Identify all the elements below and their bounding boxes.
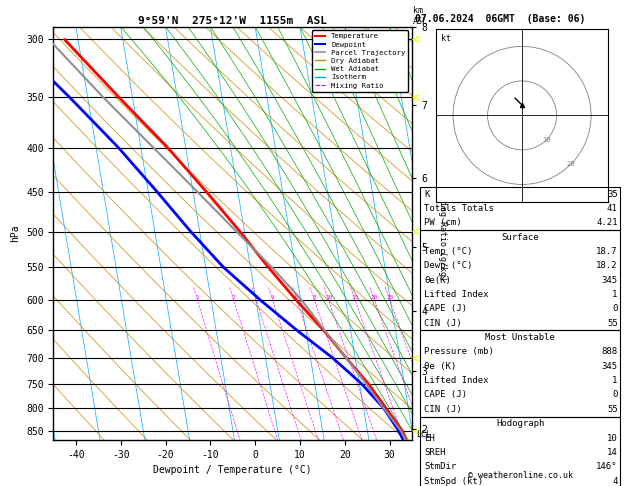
Text: Hodograph: Hodograph — [496, 419, 544, 428]
Text: Pressure (mb): Pressure (mb) — [424, 347, 494, 357]
Text: 41: 41 — [607, 204, 618, 213]
Text: 1: 1 — [612, 290, 618, 299]
Text: 345: 345 — [601, 362, 618, 371]
X-axis label: Dewpoint / Temperature (°C): Dewpoint / Temperature (°C) — [153, 465, 312, 475]
Text: PW (cm): PW (cm) — [424, 218, 462, 227]
Text: CIN (J): CIN (J) — [424, 405, 462, 414]
Text: Lifted Index: Lifted Index — [424, 376, 489, 385]
Text: 888: 888 — [601, 347, 618, 357]
Text: 10: 10 — [607, 434, 618, 443]
Text: K: K — [424, 190, 430, 199]
Text: Surface: Surface — [501, 233, 539, 242]
Text: StmSpd (kt): StmSpd (kt) — [424, 476, 483, 486]
Text: SREH: SREH — [424, 448, 445, 457]
Y-axis label: hPa: hPa — [11, 225, 21, 242]
Text: 1: 1 — [612, 376, 618, 385]
Text: 0: 0 — [612, 304, 618, 313]
Text: Temp (°C): Temp (°C) — [424, 247, 472, 256]
Text: 8: 8 — [313, 295, 316, 300]
Text: 6: 6 — [295, 295, 299, 300]
Text: © weatheronline.co.uk: © weatheronline.co.uk — [468, 471, 572, 480]
Text: 20: 20 — [370, 295, 378, 300]
Text: 20: 20 — [566, 161, 575, 167]
Text: 18.2: 18.2 — [596, 261, 618, 271]
Text: 07.06.2024  06GMT  (Base: 06): 07.06.2024 06GMT (Base: 06) — [415, 14, 586, 24]
Text: 18.7: 18.7 — [596, 247, 618, 256]
Text: Most Unstable: Most Unstable — [485, 333, 555, 342]
Text: CIN (J): CIN (J) — [424, 319, 462, 328]
Text: 15: 15 — [352, 295, 359, 300]
Text: 146°: 146° — [596, 462, 618, 471]
Title: 9°59'N  275°12'W  1155m  ASL: 9°59'N 275°12'W 1155m ASL — [138, 16, 327, 26]
Text: Dewp (°C): Dewp (°C) — [424, 261, 472, 271]
Text: 14: 14 — [607, 448, 618, 457]
Text: 345: 345 — [601, 276, 618, 285]
Text: CAPE (J): CAPE (J) — [424, 304, 467, 313]
Text: LCL: LCL — [416, 430, 431, 439]
Text: kt: kt — [441, 35, 451, 43]
Text: 10: 10 — [542, 137, 550, 142]
Text: StmDir: StmDir — [424, 462, 456, 471]
Text: Lifted Index: Lifted Index — [424, 290, 489, 299]
Text: 4: 4 — [271, 295, 275, 300]
Text: 4: 4 — [612, 476, 618, 486]
Text: 35: 35 — [607, 190, 618, 199]
Text: 10: 10 — [325, 295, 332, 300]
Text: CAPE (J): CAPE (J) — [424, 390, 467, 399]
Text: Totals Totals: Totals Totals — [424, 204, 494, 213]
Text: 1: 1 — [196, 295, 199, 300]
Text: 25: 25 — [386, 295, 394, 300]
Text: km
ASL: km ASL — [413, 6, 428, 26]
Text: 4.21: 4.21 — [596, 218, 618, 227]
Text: 2: 2 — [232, 295, 236, 300]
Text: 0: 0 — [612, 390, 618, 399]
Text: θe(K): θe(K) — [424, 276, 451, 285]
Text: EH: EH — [424, 434, 435, 443]
Legend: Temperature, Dewpoint, Parcel Trajectory, Dry Adiabat, Wet Adiabat, Isotherm, Mi: Temperature, Dewpoint, Parcel Trajectory… — [311, 30, 408, 91]
Text: 55: 55 — [607, 319, 618, 328]
Text: θe (K): θe (K) — [424, 362, 456, 371]
Y-axis label: Mixing Ratio (g/kg): Mixing Ratio (g/kg) — [438, 186, 447, 281]
Text: 3: 3 — [254, 295, 258, 300]
Text: 55: 55 — [607, 405, 618, 414]
